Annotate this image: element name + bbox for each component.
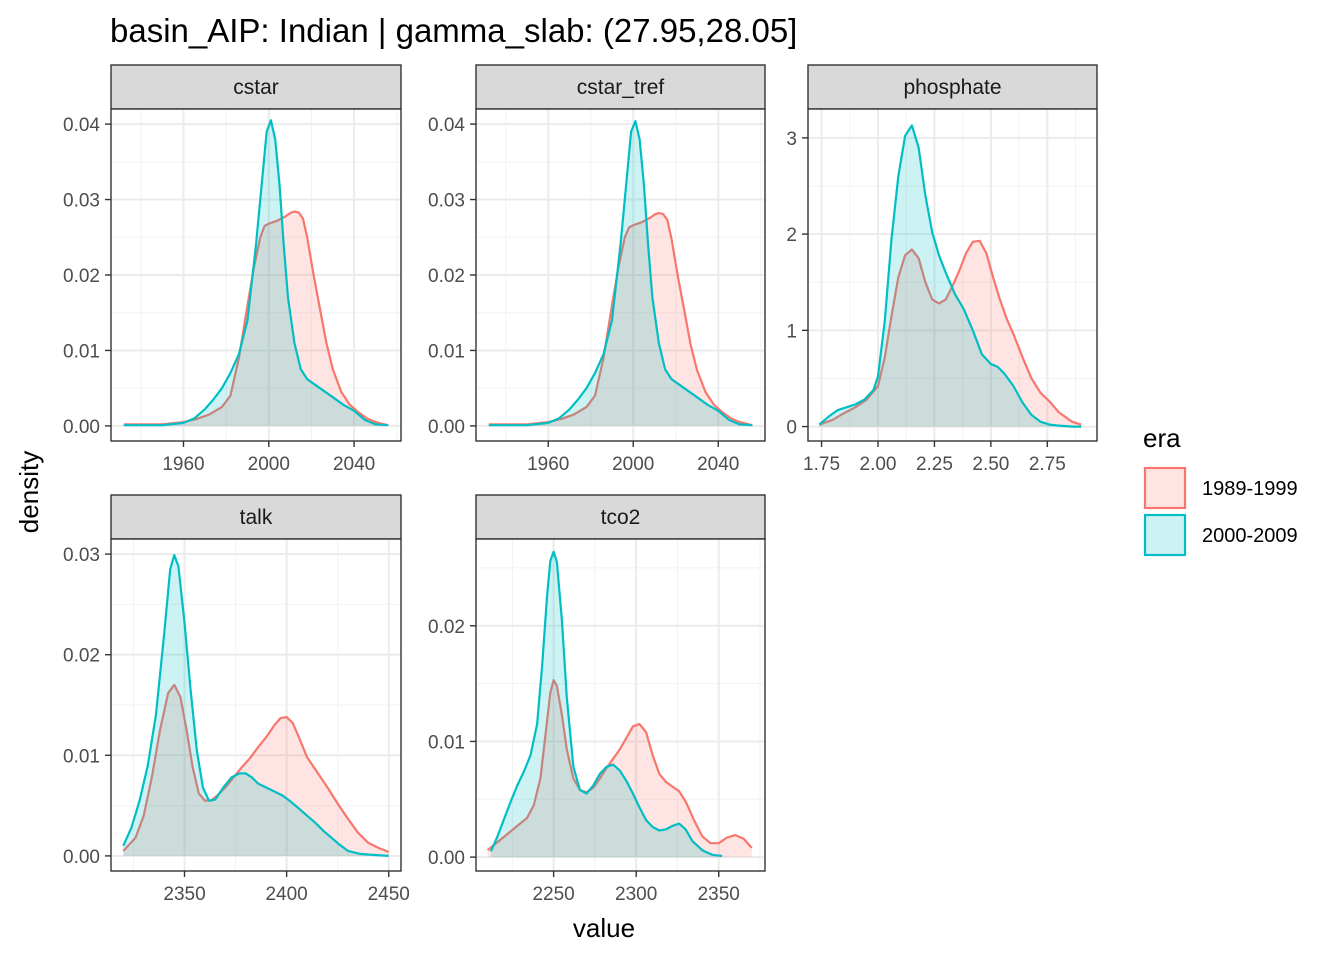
x-tick-label: 2.00 [860,454,897,475]
density-area-2000-2009 [490,551,723,858]
y-tick-label: 0.00 [428,417,465,438]
strip-background [475,64,766,110]
strip-label: talk [240,506,273,529]
legend-item: 2000-2009 [1143,513,1298,557]
series-group [486,550,753,858]
y-axis-title: density [14,451,44,533]
panel-background [808,109,1097,441]
chart-title: basin_AIP: Indian | gamma_slab: (27.95,2… [110,12,797,49]
density-area-2000-2009 [123,120,389,426]
y-tick-label: 0.02 [428,266,465,287]
y-tick-label: 0.03 [63,191,100,212]
strip-label: cstar [233,76,279,99]
y-tick-label: 0.01 [63,746,100,767]
series-group [488,120,753,427]
density-line-1989-1999 [123,210,389,427]
density-line-2000-2009 [488,120,753,427]
density-line-1989-1999 [486,679,753,852]
strip-label: cstar_tref [577,76,665,99]
y-tick-label: 0.01 [428,341,465,362]
x-tick-label: 2300 [615,884,657,905]
density-line-2000-2009 [122,554,389,857]
y-tick-label: 2 [786,225,797,246]
density-area-2000-2009 [819,125,1082,427]
strip-background [110,494,402,540]
legend-swatch [1143,513,1187,557]
y-tick-label: 0 [786,418,797,439]
legend-title: era [1143,423,1181,453]
x-tick-label: 1.75 [803,454,840,475]
x-tick-label: 2000 [612,454,654,475]
panel-background [476,539,765,871]
y-tick-label: 0.02 [63,646,100,667]
y-tick-label: 0.01 [428,732,465,753]
legend-label: 1989-1999 [1202,478,1298,500]
y-tick-label: 0.00 [63,417,100,438]
density-line-1989-1999 [122,683,390,853]
panel-talk: talk 2350 2400 2450 0.00 0.01 0.02 0.03 [63,494,410,905]
x-tick-label: 2350 [698,884,740,905]
strip-background [807,64,1098,110]
panel-border [475,538,766,872]
x-tick-label: 2.50 [972,454,1009,475]
x-tick-label: 2040 [333,454,375,475]
density-area-2000-2009 [488,121,753,426]
y-tick-label: 1 [786,321,797,342]
y-tick-label: 3 [786,129,797,150]
series-group [122,554,390,857]
y-tick-label: 0.01 [63,341,100,362]
legend: era 1989-1999 2000-2009 [1143,423,1298,557]
x-tick-label: 1960 [162,454,204,475]
panel-border [110,538,402,872]
x-tick-label: 2000 [248,454,290,475]
density-area-1989-1999 [487,680,752,858]
strip-label: tco2 [601,506,641,529]
legend-label: 2000-2009 [1202,525,1298,547]
y-tick-label: 0.02 [428,617,465,638]
density-line-2000-2009 [818,124,1082,428]
series-group [123,119,389,427]
panel-phosphate: phosphate 1.75 2.00 2.25 2.50 2.75 0 1 2 3 [786,64,1098,475]
x-tick-label: 1960 [527,454,569,475]
density-area-2000-2009 [123,555,389,856]
legend-items: 1989-1999 2000-2009 [1143,466,1298,557]
y-tick-label: 0.03 [63,545,100,566]
strip-label: phosphate [903,76,1001,99]
legend-key-background [1145,515,1185,555]
panel-tco2: tco2 2250 2300 2350 0.00 0.01 0.02 [428,494,766,905]
legend-swatch [1143,466,1187,510]
density-line-1989-1999 [488,212,753,427]
density-area-1989-1999 [819,240,1082,427]
series-group [818,124,1082,428]
x-tick-label: 2.75 [1029,454,1066,475]
strip-background [110,64,402,110]
y-tick-label: 0.03 [428,191,465,212]
density-area-1989-1999 [488,213,753,426]
y-tick-label: 0.04 [428,115,465,136]
density-line-2000-2009 [489,550,723,858]
x-tick-label: 2.25 [916,454,953,475]
x-tick-label: 2400 [265,884,307,905]
y-tick-label: 0.04 [63,115,100,136]
x-tick-label: 2350 [163,884,205,905]
y-tick-label: 0.00 [63,847,100,868]
x-tick-label: 2250 [532,884,574,905]
x-tick-label: 2450 [368,884,410,905]
x-tick-label: 2040 [697,454,739,475]
legend-item: 1989-1999 [1143,466,1298,510]
density-line-2000-2009 [123,119,389,427]
x-axis-title: value [573,913,635,943]
strip-background [475,494,766,540]
legend-key-background [1145,468,1185,508]
y-tick-label: 0.00 [428,848,465,869]
panel-border [807,108,1098,442]
panel-cstar: cstar 1960 2000 2040 0.00 0.01 0.02 0.03 0.04 [63,64,402,475]
panel-cstar_tref: cstar_tref 1960 2000 2040 0.00 0.01 0.02 0.03 0.… [428,64,766,475]
density-area-1989-1999 [123,684,389,856]
density-area-1989-1999 [123,211,389,426]
y-tick-label: 0.02 [63,266,100,287]
